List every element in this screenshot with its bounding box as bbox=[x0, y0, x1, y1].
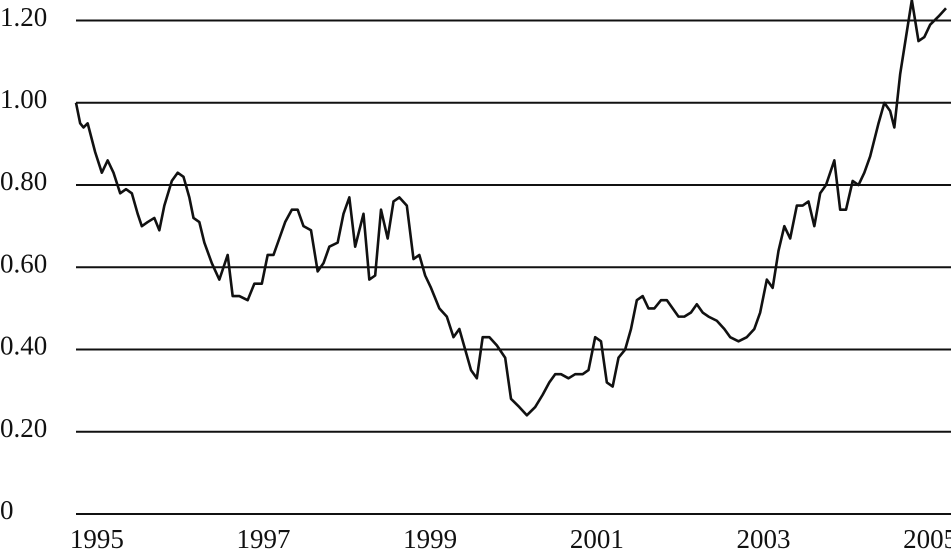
y-tick-label: 0.40 bbox=[0, 331, 47, 361]
y-tick-label: 1.20 bbox=[0, 2, 47, 32]
y-tick-label: 1.00 bbox=[0, 84, 47, 114]
y-tick-label: 0.20 bbox=[0, 413, 47, 443]
y-tick-label: 0.60 bbox=[0, 248, 47, 278]
x-tick-label: 2001 bbox=[570, 524, 624, 554]
y-tick-label: 0 bbox=[0, 495, 14, 525]
x-tick-label: 1995 bbox=[70, 524, 124, 554]
x-tick-label: 1997 bbox=[237, 524, 291, 554]
x-tick-label: 2005 bbox=[903, 524, 951, 554]
x-tick-label: 2003 bbox=[737, 524, 791, 554]
x-tick-label: 1999 bbox=[403, 524, 457, 554]
y-tick-label: 0.80 bbox=[0, 166, 47, 196]
line-series bbox=[74, 0, 947, 417]
